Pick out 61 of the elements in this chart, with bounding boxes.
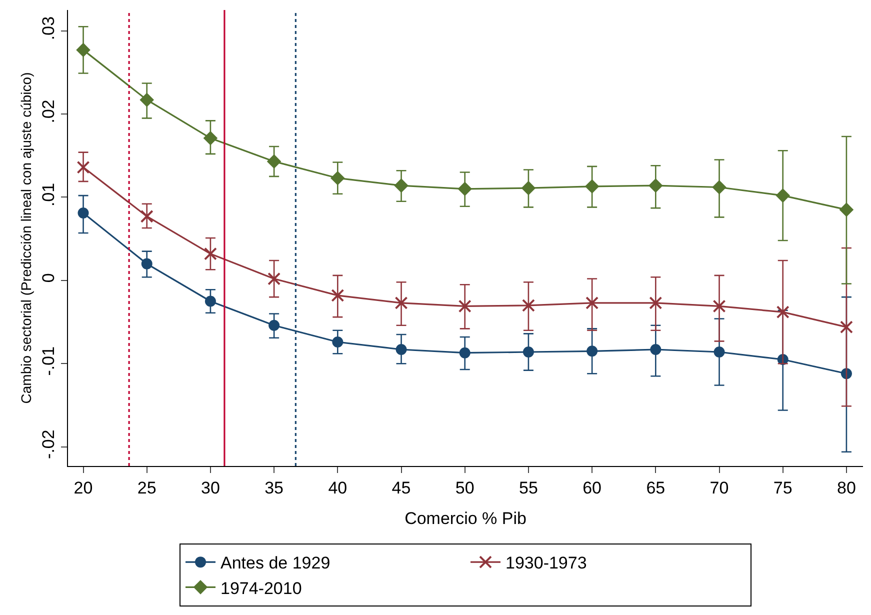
y-tick-label: .02 [39,100,58,124]
point [204,247,217,260]
point [268,320,280,331]
point [203,131,218,146]
point [266,154,282,169]
point [776,188,790,203]
point [712,300,726,313]
x-tick-label: 50 [455,478,474,498]
point [394,296,408,310]
point [394,178,408,193]
point [586,346,598,357]
point [586,296,599,310]
legend-label: Antes de 1929 [220,554,330,573]
point [140,92,154,108]
point [712,180,726,194]
y-axis-title: Cambio sectorial (Predicción lineal con ajuste cúbico) [18,72,34,404]
point [78,208,89,219]
y-tick-label: 0 [39,273,58,283]
x-axis-title: Comercio % Pib [404,508,526,528]
x-tick-label: 20 [74,478,93,498]
point [458,182,472,196]
point [76,42,90,58]
y-tick-label: .01 [39,182,58,206]
legend-label: 1974-2010 [220,578,302,598]
point [268,272,281,286]
point [522,346,534,358]
x-tick-label: 65 [646,478,666,498]
y-tick-label: -.01 [39,346,58,376]
x-tick-label: 25 [137,478,156,498]
point [648,178,663,193]
y-tick-label: -.02 [39,430,58,459]
point [840,320,853,334]
point [522,298,535,312]
point [459,347,470,358]
point [650,344,662,355]
point [76,160,90,174]
point [204,296,216,307]
point [396,344,407,355]
point [140,210,154,223]
point [714,346,725,358]
x-tick-label: 55 [519,478,538,498]
point [331,288,344,302]
x-tick-label: 45 [392,478,411,498]
point [330,170,345,186]
point [584,179,600,194]
x-tick-label: 35 [264,478,284,498]
point [141,258,152,270]
x-tick-label: 70 [710,478,729,498]
point [332,336,344,348]
point [458,300,472,313]
x-tick-label: 30 [201,478,220,498]
x-tick-label: 75 [773,478,792,498]
legend-label: 1930-1973 [506,554,587,573]
point [776,306,790,319]
point [649,296,662,310]
point [521,180,536,196]
point [839,202,854,217]
y-tick-label: .03 [39,16,58,40]
x-tick-label: 80 [837,478,856,498]
x-tick-label: 40 [328,478,348,498]
x-tick-label: 60 [582,478,602,498]
